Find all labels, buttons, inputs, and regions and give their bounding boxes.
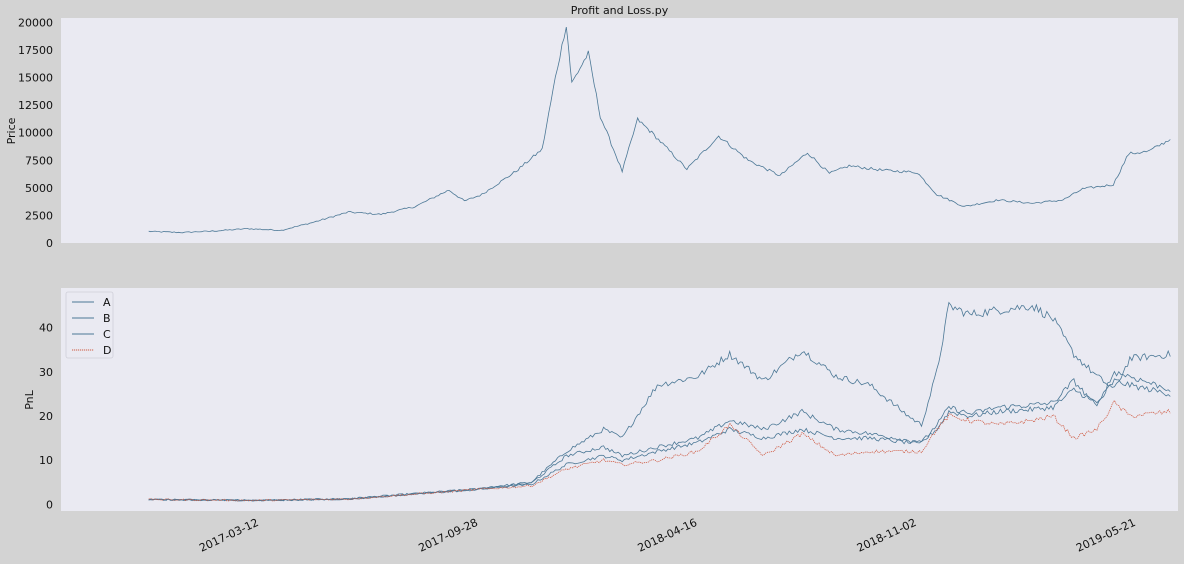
pnl-y-ticks: 0 10 20 30 40 bbox=[39, 322, 53, 512]
legend-label-d: D bbox=[103, 344, 111, 357]
pnl-series-group bbox=[148, 301, 1171, 502]
pnl-y-tick-label: 20 bbox=[39, 410, 53, 423]
pnl-y-axis-label: PnL bbox=[23, 389, 36, 409]
price-y-tick-label: 10000 bbox=[18, 127, 53, 140]
price-y-tick-label: 5000 bbox=[25, 182, 53, 195]
price-axes-background bbox=[61, 18, 1178, 243]
price-y-tick-label: 15000 bbox=[18, 72, 53, 85]
pnl-x-tick-label: 2018-04-16 bbox=[636, 516, 699, 555]
chart-title: Profit and Loss.py bbox=[571, 4, 669, 17]
legend-label-b: B bbox=[103, 312, 111, 325]
legend-box bbox=[65, 291, 114, 359]
pnl-y-tick-label: 0 bbox=[46, 498, 53, 511]
pnl-x-tick-label: 2018-11-02 bbox=[855, 516, 918, 555]
pnl-y-tick-label: 40 bbox=[39, 322, 53, 335]
pnl-panel: PnL 0 10 20 30 40 2017-03-12 2017-09-28 2018-0… bbox=[23, 288, 1178, 555]
price-y-tick-label: 7500 bbox=[25, 154, 53, 167]
price-panel: Profit and Loss.py Price 0 2500 5000 7500 10… bbox=[5, 4, 1178, 250]
pnl-x-ticks: 2017-03-12 2017-09-28 2018-04-16 2018-11-02… bbox=[197, 516, 1137, 555]
price-y-tick-label: 0 bbox=[46, 237, 53, 250]
pnl-axes-background bbox=[61, 288, 1178, 511]
pnl-y-tick-label: 30 bbox=[39, 366, 53, 379]
price-y-tick-label: 2500 bbox=[25, 209, 53, 222]
pnl-series-line-d bbox=[148, 399, 1171, 502]
price-y-ticks: 0 2500 5000 7500 10000 12500 15000 17500 20000 bbox=[18, 16, 53, 250]
pnl-x-tick-label: 2017-03-12 bbox=[197, 516, 260, 555]
price-y-axis-label: Price bbox=[5, 117, 18, 144]
price-y-tick-label: 12500 bbox=[18, 99, 53, 112]
price-series-group bbox=[148, 27, 1171, 234]
pnl-x-tick-label: 2017-09-28 bbox=[416, 516, 479, 555]
price-y-tick-label: 20000 bbox=[18, 16, 53, 29]
legend-label-c: C bbox=[103, 328, 111, 341]
price-series-line-0 bbox=[148, 27, 1171, 234]
price-y-tick-label: 17500 bbox=[18, 44, 53, 57]
pnl-x-tick-label: 2019-05-21 bbox=[1074, 516, 1137, 555]
pnl-y-tick-label: 10 bbox=[39, 454, 53, 467]
legend-label-a: A bbox=[103, 296, 111, 309]
